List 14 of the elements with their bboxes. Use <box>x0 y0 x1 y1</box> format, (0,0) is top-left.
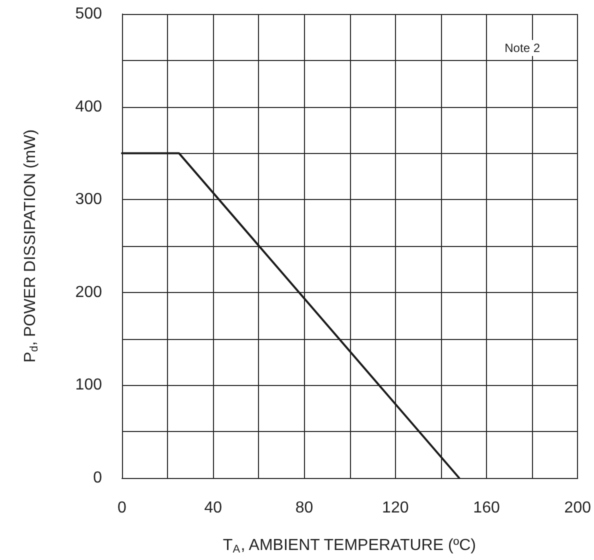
x-tick-label: 80 <box>295 500 314 516</box>
x-tick-label: 0 <box>118 500 127 516</box>
annotation: Note 2 <box>504 41 540 55</box>
x-tick-label: 40 <box>204 500 222 516</box>
x-tick-label: 120 <box>382 500 409 516</box>
x-tick-label: 160 <box>473 500 500 516</box>
y-axis-title: Pd, POWER DISSIPATION (mW) <box>22 129 40 363</box>
x-tick-label: 200 <box>564 500 592 516</box>
y-tick-label: 0 <box>93 470 102 486</box>
y-tick-label: 400 <box>75 98 102 116</box>
y-tick-label: 300 <box>75 191 102 208</box>
y-tick-label: 500 <box>75 6 102 22</box>
y-tick-label: 100 <box>75 376 102 394</box>
y-tick-label: 200 <box>75 284 102 301</box>
